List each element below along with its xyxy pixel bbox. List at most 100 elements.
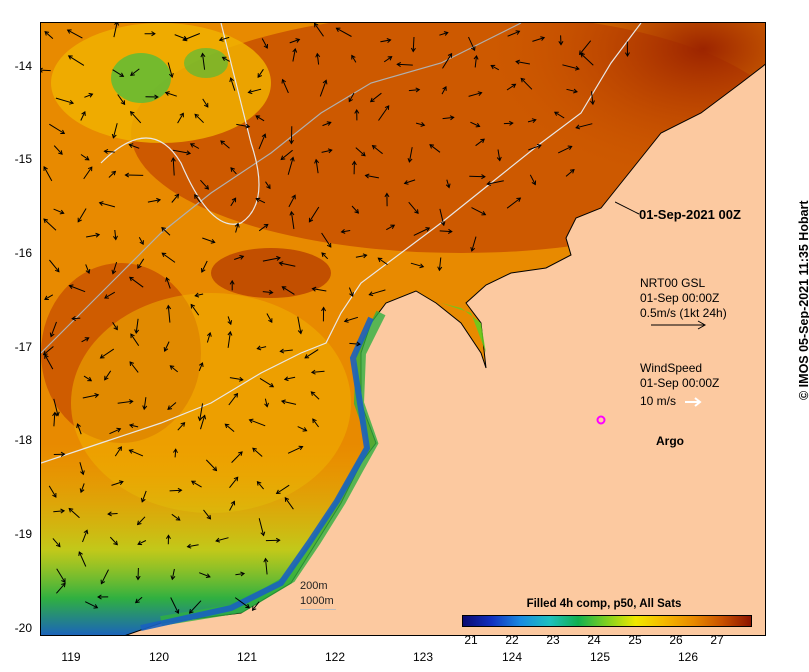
current-arrow-head (58, 150, 63, 155)
current-arrow-head (166, 304, 172, 310)
current-arrow (190, 304, 200, 316)
current-arrow (215, 537, 229, 542)
current-arrow (194, 194, 201, 203)
current-arrow (141, 490, 147, 502)
current-arrow (43, 218, 57, 231)
current-arrow-head (257, 73, 263, 78)
current-arrow-head (315, 52, 321, 58)
current-arrow (234, 597, 250, 609)
current-arrow (475, 138, 485, 147)
current-arrow-head (477, 91, 483, 97)
current-arrow (68, 508, 80, 519)
current-arrow-head (194, 194, 199, 199)
current-arrow (527, 119, 536, 123)
current-arrow (249, 419, 266, 427)
current-arrow-head (302, 427, 308, 432)
depth-1000-label: 1000m (300, 595, 334, 607)
current-arrow (79, 462, 84, 475)
colorbar-tick: 24 (587, 633, 601, 647)
current-arrow (82, 530, 88, 543)
current-arrow (297, 426, 307, 432)
current-arrow-head (114, 23, 120, 26)
current-arrow (224, 423, 235, 432)
current-arrow-head (233, 392, 239, 398)
current-arrow (109, 428, 121, 435)
current-arrow-head (310, 369, 316, 375)
current-arrow-head (420, 122, 426, 127)
current-arrow-head (361, 151, 366, 157)
current-arrow-head (473, 54, 479, 60)
current-arrow-head (60, 129, 66, 134)
current-arrow-head (154, 94, 159, 100)
current-arrow (257, 481, 264, 490)
current-arrow (439, 230, 452, 233)
current-arrow (227, 316, 232, 325)
current-arrow (220, 140, 230, 149)
current-arrow (41, 69, 51, 72)
current-arrow (44, 294, 54, 300)
current-arrow-head (229, 279, 235, 285)
current-arrow-head (276, 255, 281, 261)
depth-200-label: 200m (300, 580, 328, 592)
current-arrow-head (354, 208, 360, 214)
current-arrow (194, 113, 204, 124)
current-arrow-head (186, 543, 192, 549)
current-arrow-head (85, 269, 91, 275)
current-arrow (203, 509, 211, 520)
current-arrow-head (227, 320, 233, 326)
current-arrow-head (308, 217, 314, 223)
current-arrow (292, 48, 296, 62)
current-arrow-head (54, 267, 60, 273)
current-arrow-head (227, 330, 233, 336)
current-arrow-head (68, 284, 74, 290)
current-arrow-head (275, 489, 281, 495)
current-arrow (48, 485, 57, 498)
current-arrow-head (470, 46, 476, 52)
current-arrow (161, 227, 171, 236)
current-arrow (114, 446, 122, 457)
current-arrow-head (66, 29, 72, 34)
x-tick-label: 124 (501, 650, 523, 664)
current-arrow-head (212, 466, 218, 472)
current-arrow (370, 92, 382, 102)
current-arrow (177, 113, 184, 124)
current-arrow-head (281, 78, 286, 84)
current-arrow (429, 144, 441, 153)
current-arrow-head (76, 423, 81, 429)
current-arrow (281, 400, 297, 405)
current-arrow-head (298, 445, 304, 451)
current-arrow-head (569, 168, 575, 174)
argo-label: Argo (656, 434, 684, 448)
current-arrow (471, 236, 477, 252)
current-arrow-head (238, 376, 244, 382)
current-arrow (258, 518, 265, 536)
current-arrow (190, 143, 200, 149)
current-arrow (314, 23, 324, 37)
current-arrow (172, 149, 191, 154)
current-arrow-head (44, 354, 49, 359)
gsl-scale: 0.5m/s (1kt 24h) (640, 306, 727, 320)
current-arrow (167, 402, 177, 410)
current-arrow-head (445, 183, 451, 189)
current-arrow (183, 33, 200, 41)
current-arrow (100, 348, 115, 359)
current-arrow (231, 451, 243, 463)
current-arrow-head (291, 194, 296, 200)
current-arrow-head (163, 347, 169, 352)
current-arrow-head (78, 551, 83, 556)
current-arrow (304, 349, 319, 359)
current-arrow (316, 53, 320, 65)
current-arrow-head (256, 345, 262, 351)
current-arrow (284, 497, 294, 510)
current-arrow (310, 391, 320, 400)
wind-scale: 10 m/s (640, 394, 677, 408)
current-arrow (44, 31, 54, 39)
current-arrow-head (429, 144, 435, 149)
current-arrow-head (224, 423, 230, 429)
current-arrow-head (201, 267, 206, 273)
current-arrow-head (384, 105, 390, 110)
current-arrow-head (81, 111, 86, 116)
current-arrow (53, 398, 59, 416)
current-arrow-head (590, 100, 595, 106)
current-arrow (441, 86, 447, 95)
